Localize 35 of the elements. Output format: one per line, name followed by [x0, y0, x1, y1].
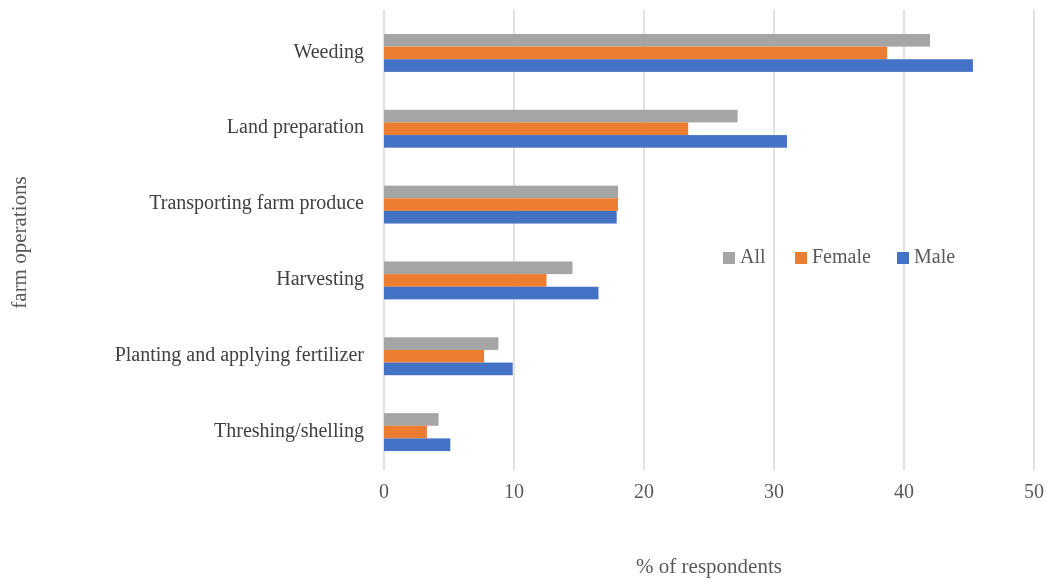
bar: [384, 349, 485, 363]
x-tick-label: 20: [634, 480, 654, 502]
bar: [384, 362, 513, 376]
y-tick-label: Planting and applying fertilizer: [114, 342, 365, 366]
y-tick-label: Land preparation: [226, 115, 364, 139]
y-tick-label: Weeding: [293, 39, 364, 63]
bar: [384, 425, 427, 439]
bar: [384, 122, 689, 136]
bar: [384, 286, 599, 300]
legend-label: Male: [914, 244, 956, 267]
bar: [384, 274, 547, 287]
bar: [384, 46, 888, 60]
bar: [384, 185, 618, 199]
legend-label: Female: [812, 244, 871, 267]
bar: [384, 337, 499, 350]
y-tick-label: Harvesting: [276, 267, 364, 291]
bar: [384, 210, 617, 224]
bar: [384, 198, 618, 211]
legend-label: All: [740, 244, 766, 267]
bar: [384, 135, 787, 148]
x-tick-label: 40: [894, 480, 914, 502]
x-axis-title: % of respondents: [636, 554, 782, 578]
x-tick-label: 30: [764, 480, 784, 502]
x-tick-label: 0: [379, 480, 389, 502]
bar: [384, 59, 973, 72]
x-tick-label: 50: [1024, 480, 1044, 502]
bar: [384, 413, 439, 426]
bar: [384, 261, 573, 275]
y-axis-title: farm operations: [7, 176, 31, 309]
y-tick-label: Threshing/shelling: [214, 418, 364, 442]
bar: [384, 109, 738, 123]
bar: [384, 33, 930, 47]
y-tick-label: Transporting farm produce: [149, 191, 365, 215]
x-tick-label: 10: [504, 480, 524, 502]
bar: [384, 438, 451, 452]
